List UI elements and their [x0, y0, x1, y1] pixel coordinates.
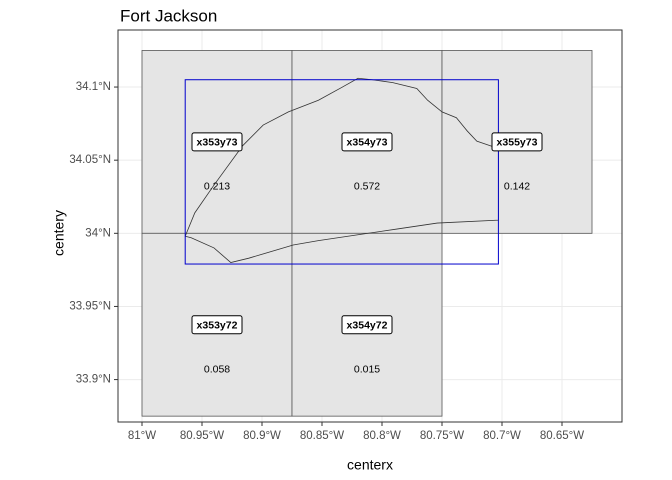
- x-tick-label: 80.75°W: [420, 430, 464, 442]
- x-tick-label: 80.85°W: [300, 430, 344, 442]
- tile-value: 0.015: [354, 364, 380, 376]
- panel-border: [117, 29, 623, 423]
- tile-label: x353y73: [197, 137, 238, 149]
- x-axis-title: centerx: [347, 457, 393, 473]
- tile-label: x355y73: [497, 137, 538, 149]
- tile-label: x354y73: [347, 137, 388, 149]
- x-tick-label: 80.9°W: [243, 430, 281, 442]
- x-tick-label: 80.95°W: [180, 430, 224, 442]
- y-tick-label: 33.95°N: [69, 300, 111, 312]
- tile-value: 0.142: [504, 181, 530, 193]
- tile-label-box: [341, 132, 393, 152]
- y-tick-label: 34.05°N: [69, 154, 111, 166]
- tile-label-box: [491, 132, 543, 152]
- tile-value: 0.572: [354, 181, 380, 193]
- tile-label-box: [341, 315, 393, 335]
- x-tick-label: 80.7°W: [483, 430, 521, 442]
- x-tick-label: 80.8°W: [363, 430, 401, 442]
- y-tick-label: 34°N: [85, 227, 111, 239]
- y-axis-title: centery: [51, 210, 67, 256]
- y-tick-label: 33.9°N: [76, 374, 111, 386]
- tile-label: x353y72: [197, 320, 238, 332]
- tile-label-box: [191, 315, 243, 335]
- tile-label: x354y72: [347, 320, 388, 332]
- tile-label-box: [191, 132, 243, 152]
- y-tick-label: 34.1°N: [76, 81, 111, 93]
- boundary: [184, 77, 499, 264]
- tile-value: 0.058: [204, 364, 230, 376]
- bbox: [184, 79, 499, 265]
- tile-value: 0.213: [204, 181, 230, 193]
- x-tick-label: 81°W: [128, 430, 156, 442]
- x-tick-label: 80.65°W: [540, 430, 584, 442]
- chart-title: Fort Jackson: [120, 6, 217, 25]
